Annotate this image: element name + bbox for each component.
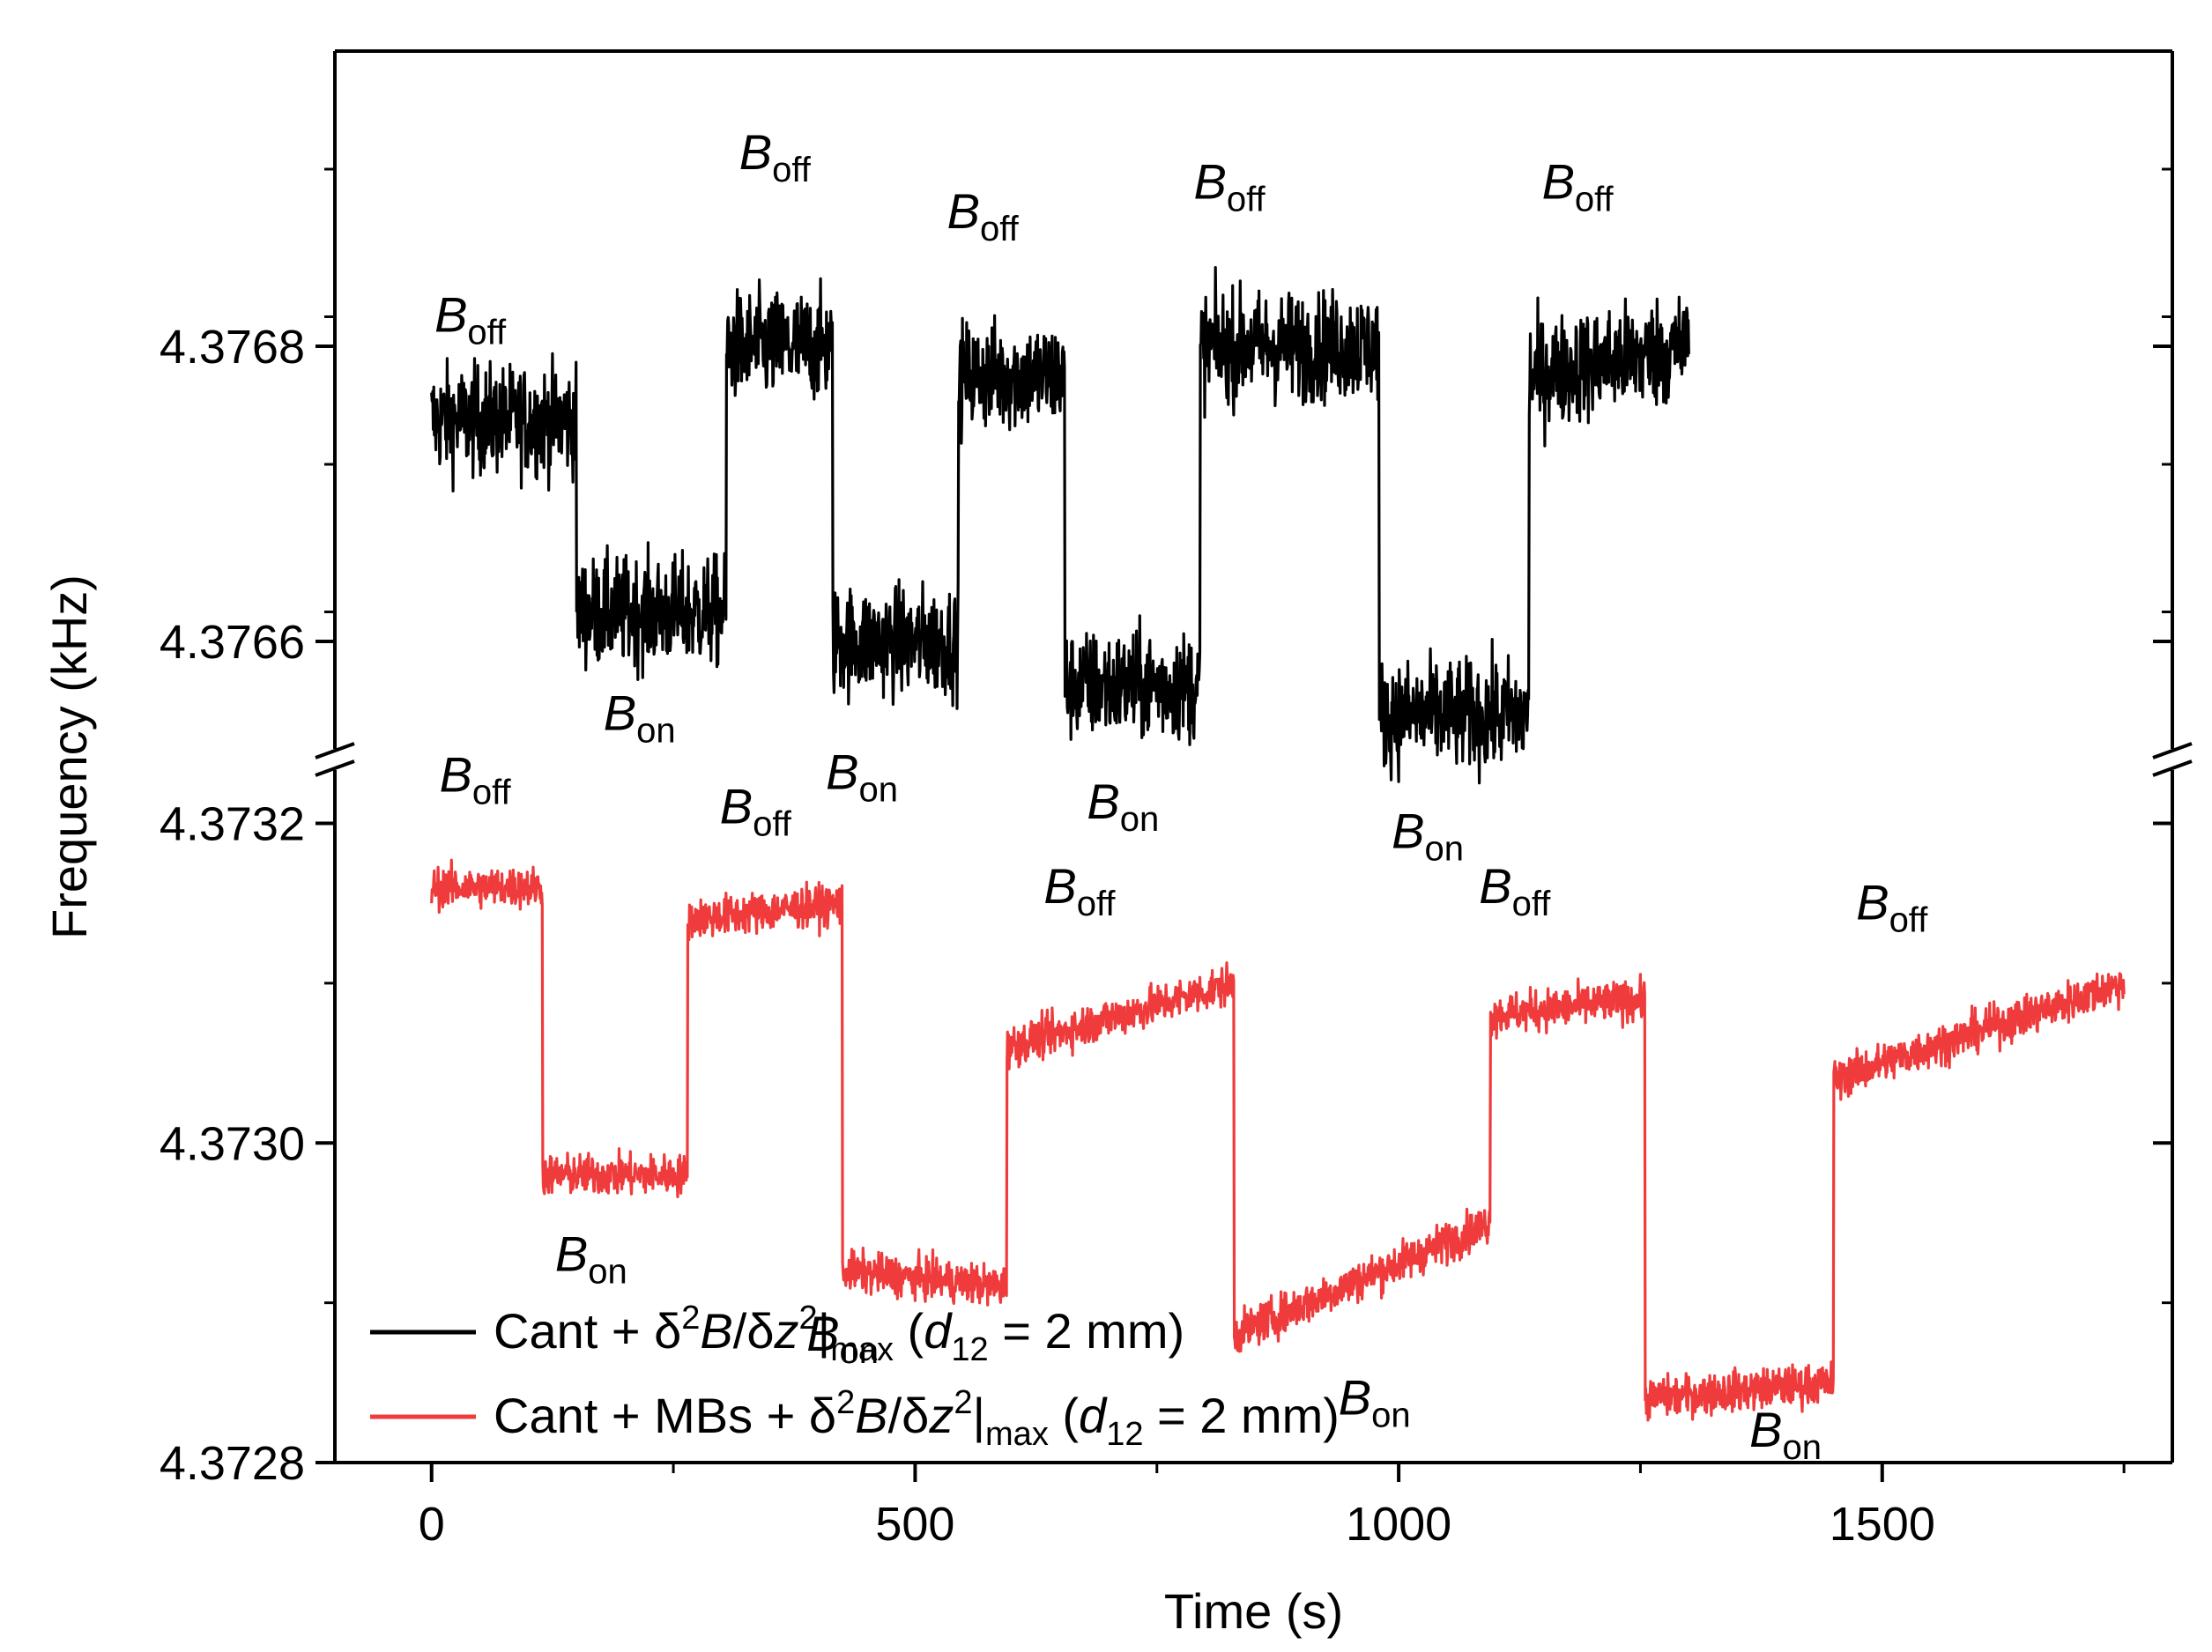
y-axis-title: Frequency (kHz) [41, 574, 97, 939]
annotation-lower-1: Boff [440, 746, 512, 811]
series-line-2 [430, 858, 2126, 1422]
annotation-upper-3: Boff [739, 124, 812, 189]
axis-break-left-1 [315, 742, 355, 759]
annotation-lower-8: Bon [1749, 1402, 1822, 1467]
annotation-upper-6: Bon [1087, 774, 1159, 839]
annotation-upper-1: Boff [434, 286, 507, 352]
y-tick-label: 4.3766 [160, 616, 305, 669]
annotation-upper-8: Bon [1392, 804, 1464, 869]
axis-break-right-2 [2152, 759, 2193, 777]
annotation-lower-6: Bon [1339, 1370, 1411, 1435]
annotation-lower-2: Bon [555, 1226, 627, 1291]
legend-label-1: Cant + δ2B/δz2|max (d12 = 2 mm) [494, 1300, 1184, 1368]
annotation-upper-2: Bon [604, 685, 676, 751]
annotation-upper-9: Boff [1542, 154, 1614, 219]
y-tick-label: 4.3732 [160, 798, 305, 851]
legend: Cant + δ2B/δz2|max (d12 = 2 mm) Cant + MB… [370, 1300, 1340, 1453]
y-tick-label: 4.3730 [160, 1117, 305, 1170]
x-tick-label: 500 [875, 1498, 954, 1551]
annotation-lower-9: Boff [1856, 874, 1928, 939]
annotation-layer: BoffBonBoffBonBoffBonBoffBonBoffBoffBonB… [434, 124, 1928, 1467]
y-tick-label: 4.3728 [160, 1437, 305, 1490]
x-tick-label: 1500 [1830, 1498, 1935, 1551]
series-line-1 [430, 266, 1690, 785]
annotation-lower-4: Bon [806, 1306, 879, 1371]
annotation-upper-7: Boff [1194, 154, 1266, 219]
annotation-upper-5: Boff [947, 183, 1020, 248]
x-tick-label: 0 [419, 1498, 445, 1551]
annotation-upper-4: Bon [826, 745, 898, 810]
series-layer [430, 266, 2126, 1422]
axis-break-left-2 [315, 759, 355, 777]
annotation-lower-3: Boff [720, 779, 792, 844]
x-axis-title: Time (s) [1164, 1583, 1343, 1639]
axes-layer: 0 500 1000 1500 4.3766 4.3768 4.3728 4.3730 4.37… [160, 49, 2193, 1551]
axis-break-right-1 [2152, 742, 2193, 759]
x-tick-label: 1000 [1346, 1498, 1451, 1551]
legend-label-2: Cant + MBs + δ2B/δz2|max (d12 = 2 mm) [494, 1384, 1340, 1453]
y-tick-label: 4.3768 [160, 321, 305, 374]
annotation-lower-5: Boff [1043, 858, 1116, 923]
annotation-lower-7: Boff [1479, 858, 1551, 923]
